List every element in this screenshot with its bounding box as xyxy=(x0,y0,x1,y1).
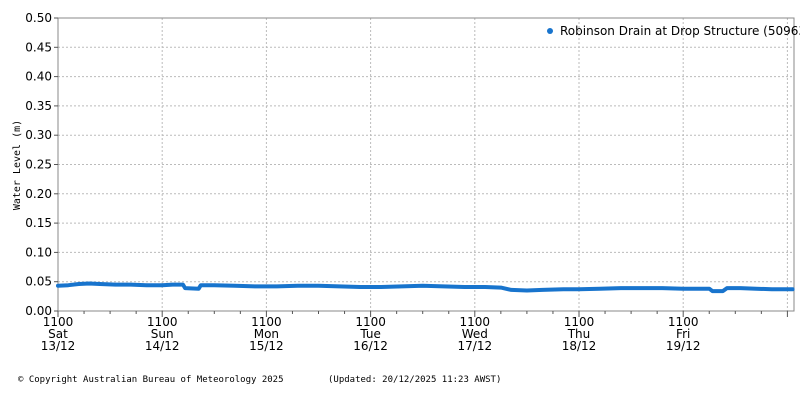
y-axis: 0.00 0.05 0.10 0.15 0.20 0.25 0.30 0.35 0.40 0.45… xyxy=(25,11,58,318)
x-tick-label: Wed xyxy=(462,327,488,341)
series-line xyxy=(56,281,795,294)
x-axis: 1100Sat13/121100Sun14/121100Mon15/121100… xyxy=(41,311,788,353)
y-tick-label: 0.05 xyxy=(25,275,52,289)
x-tick-label: 13/12 xyxy=(41,339,76,353)
x-tick-label: Tue xyxy=(359,327,381,341)
series-layer xyxy=(56,281,795,294)
x-tick-label: Sat xyxy=(48,327,68,341)
y-axis-label: Water Level (m) xyxy=(12,120,23,210)
x-tick-label: 1100 xyxy=(668,315,699,329)
water-level-chart: 0.00 0.05 0.10 0.15 0.20 0.25 0.30 0.35 0.40 0.45… xyxy=(12,11,800,353)
y-tick-label: 0.20 xyxy=(25,187,52,201)
y-tick-label: 0.50 xyxy=(25,11,52,25)
x-tick-label: 1100 xyxy=(251,315,282,329)
x-tick-label: 15/12 xyxy=(249,339,284,353)
y-tick-label: 0.10 xyxy=(25,245,52,259)
legend-marker xyxy=(547,28,553,34)
y-tick-label: 0.25 xyxy=(25,158,52,172)
y-tick-label: 0.45 xyxy=(25,40,52,54)
x-tick-label: Mon xyxy=(254,327,279,341)
x-tick-label: Fri xyxy=(676,327,690,341)
legend: Robinson Drain at Drop Structure (509633… xyxy=(547,24,800,38)
y-tick-label: 0.15 xyxy=(25,216,52,230)
grid xyxy=(58,18,794,311)
x-tick-label: 1100 xyxy=(147,315,178,329)
legend-entry: Robinson Drain at Drop Structure (509633… xyxy=(560,24,800,38)
x-tick-label: 1100 xyxy=(460,315,491,329)
x-tick-label: 1100 xyxy=(43,315,74,329)
y-tick-label: 0.35 xyxy=(25,99,52,113)
x-tick-label: 19/12 xyxy=(666,339,701,353)
x-tick-label: Thu xyxy=(567,327,591,341)
updated-timestamp: (Updated: 20/12/2025 11:23 AWST) xyxy=(328,375,502,385)
x-tick-label: 14/12 xyxy=(145,339,180,353)
y-tick-label: 0.30 xyxy=(25,128,52,142)
copyright-text: © Copyright Australian Bureau of Meteoro… xyxy=(18,375,284,385)
x-tick-label: 16/12 xyxy=(353,339,388,353)
x-tick-label: 1100 xyxy=(564,315,595,329)
x-tick-label: 18/12 xyxy=(562,339,597,353)
x-tick-label: 1100 xyxy=(355,315,386,329)
x-tick-label: 17/12 xyxy=(458,339,493,353)
y-tick-label: 0.40 xyxy=(25,70,52,84)
y-tick-label: 0.00 xyxy=(25,304,52,318)
x-tick-label: Sun xyxy=(151,327,174,341)
